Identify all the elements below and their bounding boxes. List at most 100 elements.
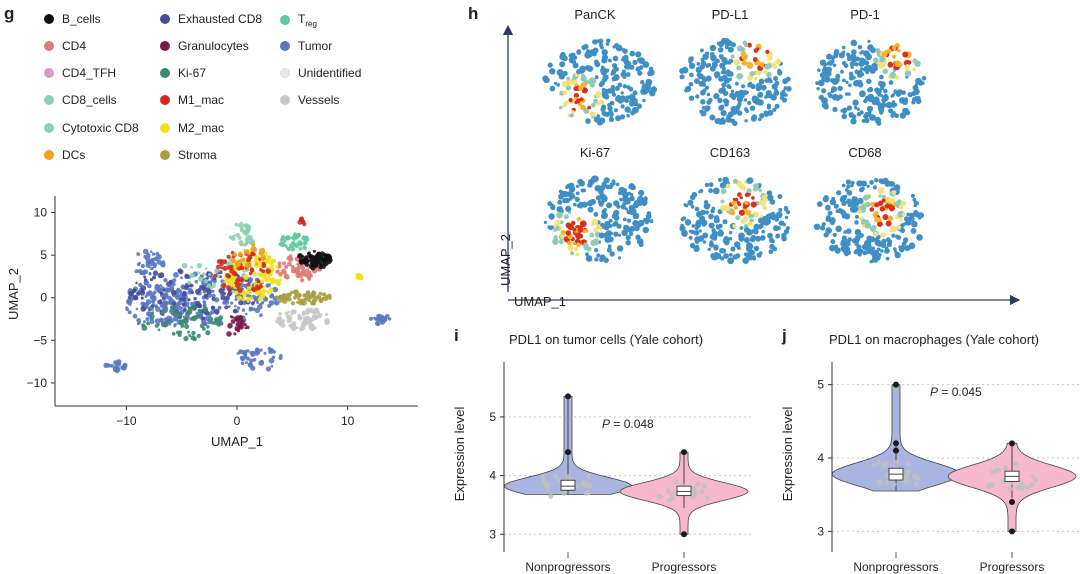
- cell-point: [269, 277, 274, 282]
- jitter-point: [986, 483, 992, 489]
- marker-point: [607, 236, 614, 243]
- cell-point: [178, 319, 183, 323]
- outlier-point: [1009, 499, 1015, 505]
- legend-item: CD4: [44, 39, 86, 53]
- marker-point: [605, 68, 610, 73]
- marker-point: [581, 44, 587, 51]
- cell-point: [151, 252, 156, 256]
- cell-point: [250, 301, 255, 306]
- cell-point: [324, 318, 330, 324]
- marker-point: [555, 225, 560, 231]
- cell-point: [244, 326, 247, 330]
- marker-point: [900, 223, 905, 228]
- x-tick-label: 10: [341, 414, 355, 428]
- marker-point: [841, 183, 846, 188]
- jitter-point: [1020, 484, 1026, 490]
- jitter-point: [1019, 480, 1025, 486]
- marker-point: [710, 54, 717, 62]
- cell-point: [211, 297, 216, 302]
- marker-point: [741, 60, 747, 66]
- cell-point: [149, 250, 153, 253]
- marker-point: [557, 199, 563, 205]
- marker-point: [626, 209, 632, 215]
- marker-point: [733, 205, 739, 210]
- marker-point: [882, 68, 888, 74]
- marker-point: [861, 180, 867, 187]
- marker-point: [598, 82, 604, 88]
- cell-point: [155, 251, 160, 256]
- marker-point: [715, 58, 720, 64]
- cell-point: [241, 257, 246, 262]
- marker-point: [896, 225, 902, 231]
- marker-point: [830, 220, 835, 226]
- marker-point: [834, 54, 839, 58]
- marker-point: [856, 107, 860, 112]
- marker-point: [625, 63, 632, 70]
- cell-point: [195, 314, 201, 319]
- marker-point: [829, 198, 837, 206]
- marker-point: [726, 70, 733, 77]
- marker-point: [568, 182, 575, 189]
- cell-point: [143, 254, 147, 259]
- cell-point: [290, 247, 296, 252]
- jitter-point: [699, 489, 705, 495]
- cell-point: [197, 287, 202, 292]
- jitter-point: [583, 480, 589, 486]
- cell-point: [189, 272, 195, 279]
- legend-item: M2_mac: [160, 121, 224, 135]
- marker-point: [578, 201, 584, 207]
- cell-point: [302, 245, 308, 251]
- marker-point: [630, 184, 636, 191]
- cell-point: [150, 307, 154, 311]
- marker-point: [881, 194, 886, 199]
- marker-point: [648, 89, 652, 94]
- marker-point: [601, 71, 606, 76]
- cell-point: [265, 297, 269, 301]
- marker-point: [747, 100, 752, 106]
- marker-point: [883, 93, 888, 98]
- marker-point: [873, 57, 879, 64]
- legend-swatch: [160, 95, 170, 105]
- marker-point: [625, 235, 631, 241]
- cell-point: [157, 328, 161, 332]
- marker-point: [763, 110, 769, 115]
- marker-point: [879, 206, 885, 212]
- marker-point: [636, 238, 644, 245]
- jitter-point: [1013, 461, 1019, 467]
- marker-point: [750, 235, 757, 242]
- cell-point: [147, 283, 152, 289]
- marker-point: [771, 83, 778, 90]
- marker-point: [568, 192, 575, 199]
- marker-point: [729, 210, 736, 216]
- marker-point: [881, 62, 887, 67]
- cell-point: [193, 296, 197, 301]
- cell-point: [267, 255, 271, 259]
- marker-point: [574, 100, 578, 105]
- marker-point: [600, 222, 605, 227]
- marker-point: [570, 251, 575, 256]
- marker-point: [865, 245, 872, 252]
- marker-point: [590, 199, 596, 205]
- marker-point: [558, 239, 564, 245]
- marker-point: [702, 232, 709, 239]
- marker-point: [848, 83, 852, 88]
- marker-point: [684, 219, 692, 226]
- jitter-point: [691, 485, 697, 492]
- cell-point: [271, 355, 276, 360]
- marker-point: [749, 244, 754, 249]
- cell-point: [301, 325, 306, 331]
- cell-point: [197, 276, 204, 282]
- legend-swatch: [160, 41, 170, 51]
- legend-swatch: [280, 95, 290, 105]
- cell-point: [121, 364, 127, 371]
- y-tick-label: 5: [40, 248, 47, 262]
- marker-point: [700, 48, 704, 53]
- cell-point: [310, 261, 315, 266]
- marker-point: [735, 215, 741, 221]
- marker-point: [622, 217, 627, 222]
- marker-point: [547, 201, 553, 207]
- marker-point: [899, 112, 907, 119]
- cell-point: [196, 333, 201, 338]
- marker-point: [887, 215, 894, 222]
- marker-point: [908, 242, 916, 250]
